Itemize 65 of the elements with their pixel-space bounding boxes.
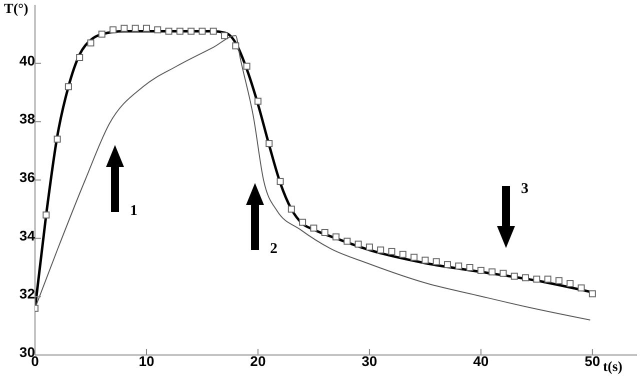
point — [399, 250, 406, 258]
point — [42, 212, 50, 218]
x-tick-label: 50 — [584, 352, 600, 369]
point — [354, 240, 362, 248]
y-tick-label: 32 — [19, 286, 36, 302]
point — [120, 24, 128, 32]
point — [87, 39, 94, 46]
point — [221, 32, 228, 40]
point — [388, 248, 396, 255]
point — [266, 140, 273, 148]
point — [566, 280, 574, 288]
point — [432, 258, 440, 266]
point — [243, 62, 250, 70]
point — [488, 268, 496, 276]
point — [466, 264, 474, 271]
point — [132, 24, 139, 32]
point — [522, 274, 530, 282]
point — [410, 254, 418, 261]
y-tick-label: 38 — [19, 110, 36, 127]
point — [544, 276, 552, 283]
point — [110, 26, 117, 34]
point — [332, 233, 340, 240]
point — [188, 28, 195, 35]
point — [344, 238, 351, 245]
point — [154, 26, 162, 34]
point — [455, 262, 462, 270]
point — [142, 24, 150, 32]
point — [98, 30, 106, 38]
point — [198, 28, 206, 35]
point — [176, 28, 184, 35]
y-tick-label: 36 — [19, 168, 36, 185]
point — [321, 229, 328, 236]
point — [310, 224, 318, 232]
annotation: 2 — [270, 241, 278, 257]
y-axis-title: T(°) — [4, 2, 28, 18]
point — [54, 136, 61, 143]
point — [276, 178, 284, 185]
point — [477, 266, 484, 274]
point — [210, 28, 217, 35]
annotation: 1 — [130, 203, 138, 219]
point — [422, 256, 429, 264]
point — [299, 218, 306, 226]
point — [588, 290, 596, 298]
point — [377, 246, 384, 254]
x-tick-label: 10 — [138, 352, 154, 369]
annotation: 3 — [521, 181, 528, 197]
point — [510, 272, 518, 280]
point — [444, 261, 451, 268]
point — [254, 98, 262, 105]
x-axis-title: t(s) — [603, 360, 622, 376]
x-tick-label: 30 — [362, 352, 378, 369]
point — [288, 206, 295, 213]
point — [76, 54, 84, 61]
x-tick-label: 40 — [473, 352, 489, 369]
point — [366, 244, 373, 251]
point — [533, 276, 540, 283]
y-tick-label: 34 — [19, 227, 36, 244]
point — [64, 83, 72, 90]
point — [555, 277, 562, 284]
point — [578, 284, 585, 292]
point — [165, 28, 172, 35]
y-tick-label: 40 — [19, 52, 36, 68]
x-tick-label: 20 — [250, 352, 266, 369]
point — [500, 270, 507, 277]
point — [232, 42, 240, 50]
